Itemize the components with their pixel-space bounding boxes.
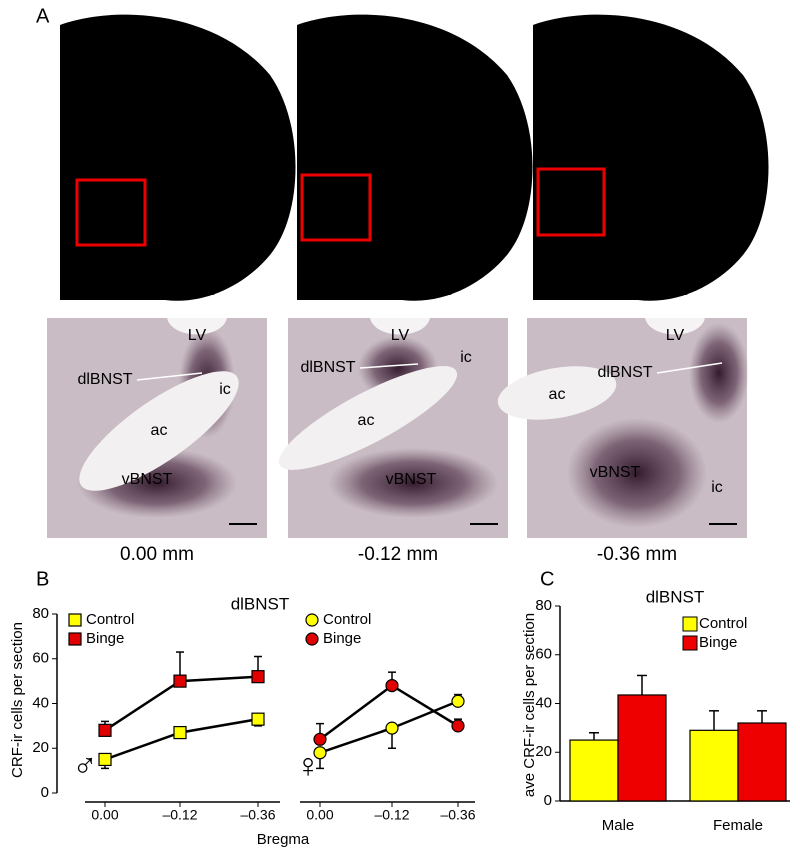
- ventricle: [645, 318, 705, 335]
- region-label: LV: [188, 327, 207, 344]
- region-label: LV: [391, 327, 410, 344]
- panel-label: B: [36, 568, 49, 590]
- y-tick-label: 40: [32, 694, 49, 711]
- y-axis-label: CRF-ir cells per section: [9, 622, 26, 778]
- region-label: dlBNST: [597, 364, 652, 381]
- marker: [451, 694, 465, 708]
- region-label: ic: [219, 381, 231, 398]
- legend-swatch: [682, 616, 698, 632]
- chart-title: dlBNST: [646, 587, 705, 606]
- panel-label: A: [36, 5, 50, 27]
- label-pointer: [359, 363, 419, 369]
- marker: [98, 723, 112, 737]
- region-label: dlBNST: [77, 371, 132, 388]
- legend-label: Binge: [323, 630, 361, 647]
- legend-label: Control: [86, 611, 134, 628]
- legend-label: Control: [699, 615, 747, 632]
- x-tick-label: –0.12: [374, 807, 409, 823]
- marker: [173, 674, 187, 688]
- marker: [385, 721, 399, 735]
- y-tick-label: 80: [535, 597, 552, 614]
- marker: [313, 732, 327, 746]
- bar: [737, 722, 787, 802]
- commissure: [79, 371, 239, 491]
- y-tick-label: 60: [32, 650, 49, 667]
- stained-region: [567, 418, 707, 528]
- y-tick-label: 80: [32, 605, 49, 622]
- region-label: ac: [151, 422, 168, 439]
- region-label: ic: [460, 349, 472, 366]
- section-caption: -0.36 mm: [597, 544, 677, 565]
- section-caption: 0.00 mm: [120, 544, 194, 565]
- y-tick-label: 40: [535, 694, 552, 711]
- x-tick-label: –0.12: [162, 807, 197, 823]
- marker: [251, 670, 265, 684]
- chart-title: dlBNST: [231, 594, 290, 613]
- commissure: [497, 366, 617, 420]
- label-pointer: [656, 362, 723, 374]
- atlas-drawing: [60, 14, 296, 301]
- bar: [569, 739, 619, 802]
- region-label: ac: [358, 412, 375, 429]
- legend-swatch: [682, 635, 698, 651]
- y-tick-label: 60: [535, 646, 552, 663]
- micrograph: LV dlBNST ac vBNST ic: [497, 318, 749, 538]
- marker: [68, 632, 82, 646]
- marker: [305, 632, 319, 646]
- y-tick-label: 0: [41, 784, 49, 801]
- x-tick-label: Male: [602, 817, 635, 834]
- micrograph: LV dlBNST ic ac vBNST: [278, 318, 508, 538]
- x-tick-label: 0.00: [306, 807, 333, 823]
- sex-symbol: ♂: [72, 747, 98, 785]
- x-axis-label: Bregma: [257, 831, 310, 848]
- marker: [385, 678, 399, 693]
- marker: [173, 725, 187, 740]
- commissure: [278, 366, 458, 470]
- atlas-drawing: [297, 14, 533, 301]
- region-label: ac: [549, 386, 566, 403]
- legend-label: Control: [323, 611, 371, 628]
- x-tick-label: –0.36: [240, 807, 275, 823]
- ventricle: [167, 318, 227, 335]
- region-label: dlBNST: [300, 359, 355, 376]
- marker: [313, 746, 327, 760]
- marker: [98, 752, 112, 767]
- series-line: [104, 717, 259, 761]
- stained-region: [328, 448, 498, 518]
- region-label: ic: [711, 479, 723, 496]
- legend-label: Binge: [699, 634, 737, 651]
- y-tick-label: 20: [535, 743, 552, 760]
- y-tick-label: 20: [32, 739, 49, 756]
- x-tick-label: –0.36: [440, 807, 475, 823]
- legend-label: Binge: [86, 630, 124, 647]
- y-tick-label: 0: [544, 792, 552, 809]
- region-label: vBNST: [386, 471, 437, 488]
- label-pointer: [136, 372, 203, 381]
- marker: [68, 613, 82, 627]
- micrograph: LV dlBNST ic ac vBNST: [47, 318, 267, 538]
- ventricle: [370, 318, 430, 335]
- bar: [689, 729, 739, 802]
- region-label: LV: [666, 327, 685, 344]
- section-caption: -0.12 mm: [358, 544, 438, 565]
- stained-region: [689, 323, 749, 423]
- marker: [251, 712, 265, 726]
- x-tick-label: Female: [713, 817, 763, 834]
- atlas-drawing: [533, 14, 769, 301]
- y-axis-label: ave CRF-ir cells per section: [521, 613, 538, 797]
- x-tick-label: 0.00: [91, 807, 118, 823]
- marker: [305, 613, 319, 627]
- marker: [451, 719, 465, 733]
- panel-label: C: [540, 568, 554, 590]
- bar: [617, 694, 667, 802]
- region-label: vBNST: [590, 464, 641, 481]
- region-label: vBNST: [122, 471, 173, 488]
